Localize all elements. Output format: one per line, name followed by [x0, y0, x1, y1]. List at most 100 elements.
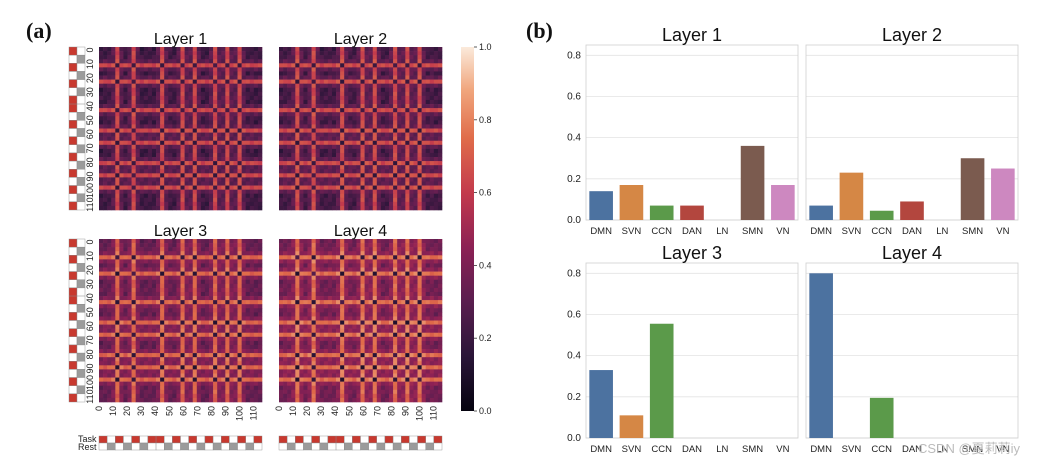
y-tick-label: 80 — [85, 157, 95, 167]
x-tick-label: 0 — [274, 406, 284, 411]
colorbar-tick-label: 0.0 — [479, 406, 492, 416]
bar-chart-layer-3: 0.0 0.2 0.4 0.6 0.8 DMN SVN CCN DAN LN SMN VN Layer … — [567, 243, 799, 455]
x-tick-label: LN — [716, 444, 728, 455]
x-tick-label: 70 — [192, 406, 202, 416]
y-tick-label: 100 — [85, 375, 95, 390]
bar-chart-title: Layer 2 — [882, 25, 942, 45]
y-tick-label: 70 — [85, 335, 95, 345]
x-tick-label: 90 — [401, 406, 411, 416]
x-tick-label: DMN — [590, 226, 612, 237]
x-tick-label: 20 — [302, 406, 312, 416]
x-tick-label: CCN — [651, 444, 672, 455]
task-rest-strip-horizontal — [278, 435, 443, 451]
x-tick-label: DMN — [590, 444, 612, 455]
y-tick-label: 110 — [85, 389, 95, 403]
bar-ccn — [649, 323, 674, 438]
plot-frame — [805, 262, 1019, 439]
x-tick-label: 40 — [150, 406, 160, 416]
colorbar-tick-label: 0.2 — [479, 333, 492, 343]
bar-ccn — [869, 210, 894, 220]
x-tick-label: 110 — [429, 406, 439, 420]
x-tick-label: DMN — [810, 226, 832, 237]
x-tick-label: VN — [776, 226, 789, 237]
y-tick-label: 10 — [85, 251, 95, 261]
x-tick-label: SVN — [622, 444, 642, 455]
bar-vn — [991, 168, 1015, 220]
x-tick-label: LN — [716, 226, 728, 237]
x-tick-label: DAN — [902, 226, 922, 237]
x-tick-label: 20 — [122, 406, 132, 416]
y-tick-label: 20 — [85, 265, 95, 275]
bar-chart-title: Layer 3 — [662, 243, 722, 263]
y-tick-label: 110 — [85, 197, 95, 211]
y-tick-label: 50 — [85, 115, 95, 125]
bar-dmn — [589, 370, 613, 438]
x-tick-label: 80 — [206, 406, 216, 416]
colorbar-tick-label: 0.8 — [479, 115, 492, 125]
bar-chart-title: Layer 4 — [882, 243, 942, 263]
y-tick-label: 40 — [85, 101, 95, 111]
bar-ccn — [869, 397, 894, 438]
plot-frame — [585, 262, 799, 439]
x-tick-label: 10 — [288, 406, 298, 416]
y-tick-label: 20 — [85, 73, 95, 83]
x-tick-label: SMN — [742, 444, 763, 455]
y-tick-label: 70 — [85, 143, 95, 153]
heatmap-layer-3 — [99, 239, 263, 403]
bar-vn — [771, 185, 795, 220]
x-tick-label: LN — [936, 444, 948, 455]
bar-svn — [619, 185, 644, 220]
colorbar-tick-label: 1.0 — [479, 42, 492, 52]
bar-dan — [900, 201, 924, 220]
y-tick-label: 0.6 — [567, 91, 581, 102]
task-rest-strip — [68, 46, 86, 211]
x-tick-label: 100 — [235, 406, 245, 421]
bar-ccn — [649, 205, 674, 220]
x-tick-label: SMN — [742, 226, 763, 237]
bar-dmn — [809, 205, 833, 220]
y-tick-label: 0 — [85, 239, 95, 244]
y-tick-label: 30 — [85, 279, 95, 289]
x-tick-label: SMN — [962, 226, 983, 237]
y-tick-label: 0.2 — [567, 174, 581, 185]
x-tick-label: VN — [996, 226, 1009, 237]
rest-label: Rest — [78, 442, 97, 452]
bar-smn — [960, 158, 985, 220]
x-tick-label: 40 — [330, 406, 340, 416]
x-tick-label: 10 — [108, 406, 118, 416]
plot-frame — [805, 44, 1019, 221]
x-tick-label: VN — [996, 444, 1009, 455]
x-tick-label: CCN — [651, 226, 672, 237]
heatmap-layer-4 — [279, 239, 443, 403]
x-tick-label: SVN — [622, 226, 642, 237]
y-tick-label: 0.0 — [567, 215, 581, 226]
heatmap-title-3: Layer 3 — [154, 223, 207, 240]
y-tick-label: 0.6 — [567, 309, 581, 320]
colorbar: 1.0 0.8 0.6 0.4 0.2 0.0 — [461, 42, 492, 416]
x-tick-label: 30 — [136, 406, 146, 416]
task-label: Task — [78, 434, 97, 444]
y-tick-label: 0 — [85, 47, 95, 52]
task-rest-strip — [68, 238, 86, 403]
x-tick-label: 50 — [344, 406, 354, 416]
x-tick-label: SVN — [842, 444, 862, 455]
y-tick-label: 0.0 — [567, 433, 581, 444]
x-tick-label: 80 — [386, 406, 396, 416]
x-tick-label: 60 — [178, 406, 188, 416]
y-tick-label: 0.8 — [567, 50, 581, 61]
y-tick-label: 80 — [85, 349, 95, 359]
heatmap-layer-1 — [99, 47, 263, 211]
bar-dmn — [809, 273, 833, 438]
x-tick-label: 110 — [249, 406, 259, 420]
task-rest-legend: Task Rest — [78, 434, 97, 452]
x-tick-label: 30 — [316, 406, 326, 416]
colorbar-tick-label: 0.6 — [479, 188, 492, 198]
bar-dmn — [589, 191, 613, 220]
y-tick-label: 0.2 — [567, 392, 581, 403]
plot-frame — [585, 44, 799, 221]
x-tick-label: 0 — [94, 406, 104, 411]
x-tick-label: LN — [936, 226, 948, 237]
x-tick-label: DAN — [902, 444, 922, 455]
colorbar-gradient — [461, 47, 474, 411]
